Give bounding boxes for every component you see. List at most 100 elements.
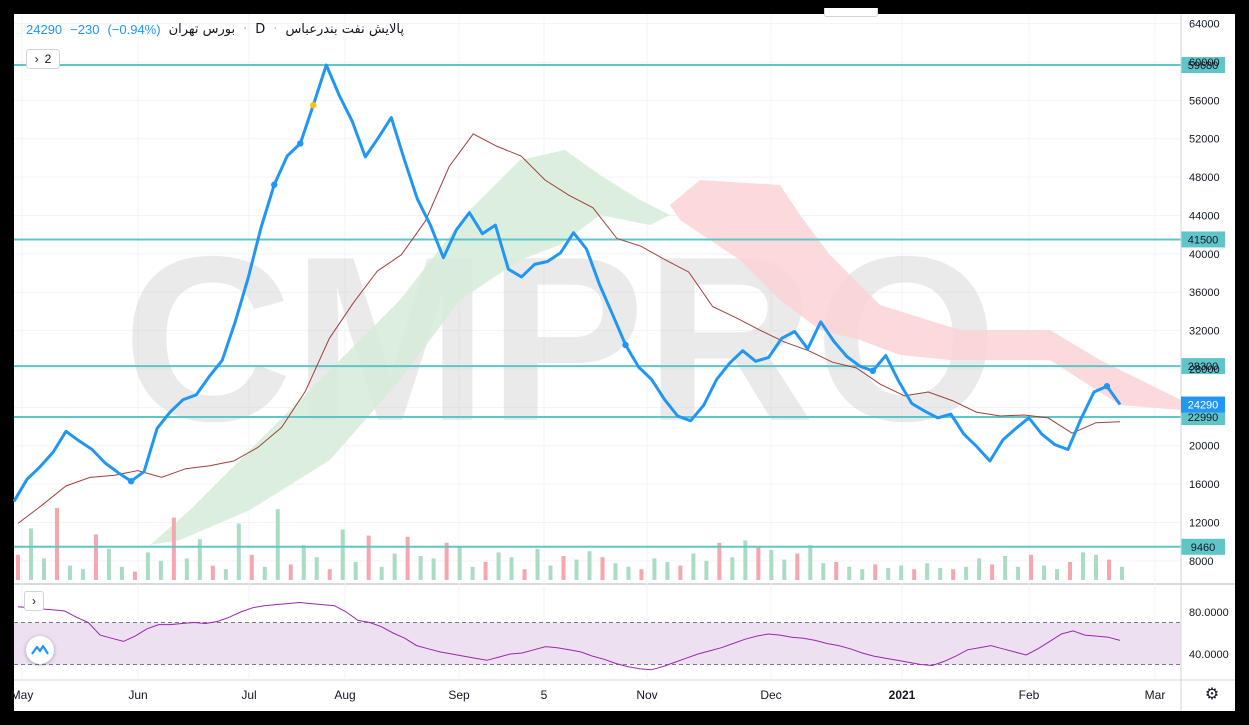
- last-price-tag: [1181, 396, 1225, 413]
- price-tick-label: 36000: [1189, 287, 1220, 299]
- volume-bar: [795, 553, 800, 580]
- volume-bar: [899, 565, 904, 580]
- volume-bar: [301, 545, 306, 580]
- dot-separator: ·: [243, 22, 248, 37]
- volume-bar: [28, 528, 33, 580]
- volume-bar: [509, 557, 514, 580]
- price-tick-label: 48000: [1189, 172, 1220, 184]
- price-tick-label: 44000: [1189, 210, 1220, 222]
- level-tag: [1181, 538, 1225, 555]
- volume-bar: [353, 562, 358, 580]
- volume-bar: [67, 565, 72, 580]
- price-tick-label: 64000: [1189, 19, 1220, 31]
- volume-bar: [106, 548, 111, 580]
- level-label: 28300: [1188, 361, 1219, 373]
- level-label: 9460: [1191, 542, 1215, 554]
- volume-bar: [886, 568, 891, 580]
- volume-bar: [639, 569, 644, 580]
- brand-logo[interactable]: [26, 636, 54, 664]
- volume-bar: [769, 550, 774, 580]
- mountain-icon: [31, 644, 49, 655]
- volume-bar: [1120, 566, 1124, 580]
- cloud-down-area: [670, 180, 1181, 410]
- time-axis: May Jun Jul Aug Sep 5 Nov Dec 2021 Feb Mar: [11, 688, 1166, 702]
- time-tick-label: May: [11, 688, 34, 702]
- volume-bar: [327, 569, 332, 580]
- symbol-name[interactable]: پالایش نفت بندرعباس: [285, 22, 404, 37]
- volume-bar: [665, 562, 670, 580]
- volume-bar: [80, 569, 85, 580]
- volume-bar: [808, 545, 813, 580]
- volume-bar: [600, 557, 605, 580]
- interval-label[interactable]: D: [255, 22, 266, 37]
- volume-bar: [197, 539, 202, 580]
- volume-bar: [613, 563, 618, 580]
- volume-bar: [41, 558, 46, 580]
- oscillator-tick-label: 80.0000: [1189, 607, 1229, 619]
- cloud: [150, 150, 1181, 545]
- volume-bar: [418, 556, 423, 580]
- volume-bar: [275, 509, 280, 580]
- volume-bar: [1107, 559, 1112, 580]
- volume-bar: [925, 563, 930, 580]
- level-label: 59680: [1188, 60, 1219, 72]
- chevron-right-icon: ›: [34, 52, 39, 66]
- volume-bar: [470, 566, 475, 580]
- volume-bar: [743, 540, 748, 580]
- volume-bar: [977, 558, 982, 580]
- cloud-up-area: [150, 150, 670, 545]
- volume-bar: [223, 569, 228, 580]
- signal-marker: [310, 101, 317, 109]
- volume-bar: [158, 560, 163, 580]
- volume-bar: [704, 560, 709, 580]
- volume-bar: [431, 558, 436, 580]
- level-tag: [1181, 358, 1225, 375]
- volume-bar: [821, 563, 826, 580]
- price-tick-label: 60000: [1189, 57, 1220, 69]
- volume-bar: [535, 548, 540, 580]
- volume-bar: [392, 553, 397, 580]
- level-tag: [1181, 409, 1225, 426]
- volume-bar: [1003, 556, 1008, 580]
- oscillator-tick-label: 40.0000: [1189, 649, 1229, 661]
- price-tick-label: 8000: [1189, 556, 1213, 568]
- price-tick-label: 40000: [1189, 249, 1220, 261]
- volume-bar: [964, 566, 969, 580]
- volume-bar: [1055, 569, 1060, 580]
- gear-icon[interactable]: ⚙: [1204, 684, 1220, 703]
- level-tag: [1181, 231, 1225, 248]
- volume-bar: [340, 529, 345, 580]
- oscillator-toggle-button[interactable]: ›: [24, 591, 44, 611]
- volume-bar: [210, 565, 215, 580]
- dot-separator: ·: [273, 22, 278, 37]
- time-tick-label: Dec: [760, 688, 781, 702]
- watermark: CMPRO: [123, 207, 998, 470]
- volume-bar: [457, 546, 462, 580]
- volume-bar: [132, 571, 137, 580]
- indicators-toggle-button[interactable]: › 2: [26, 49, 60, 69]
- price-tick-label: 20000: [1189, 441, 1220, 453]
- volume-bar: [16, 554, 20, 580]
- volume-bar: [730, 557, 735, 580]
- volume-bar: [782, 559, 787, 580]
- level-tag: [1181, 57, 1225, 74]
- volume-bar: [912, 569, 917, 580]
- price-tick-label: 12000: [1189, 517, 1220, 529]
- signal-marker: [869, 367, 876, 375]
- level-label: 41500: [1188, 234, 1219, 246]
- volume-bar: [366, 535, 371, 580]
- volume-bar: [262, 566, 267, 580]
- volume-bar: [587, 551, 592, 580]
- chart-top-handle[interactable]: [824, 8, 878, 17]
- time-tick-label: Aug: [334, 688, 355, 702]
- time-tick-label: Jun: [128, 688, 147, 702]
- chevron-right-icon: ›: [32, 594, 36, 608]
- volume-bar: [548, 565, 553, 580]
- time-tick-label: Mar: [1145, 688, 1166, 702]
- time-tick-label: Sep: [448, 688, 470, 702]
- signal-marker: [622, 341, 629, 349]
- base-line: [17, 133, 1121, 524]
- signal-marker: [1103, 383, 1111, 390]
